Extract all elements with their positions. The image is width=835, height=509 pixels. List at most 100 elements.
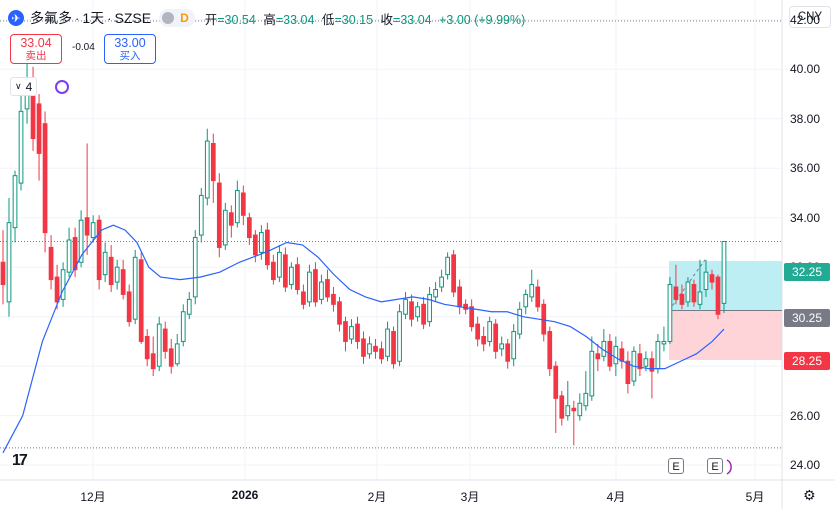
earnings-event-marker[interactable]: E xyxy=(668,458,684,474)
moving-average-line xyxy=(2,224,725,454)
candle-body xyxy=(433,288,438,298)
price-tick-label: 42.00 xyxy=(790,12,821,27)
change-value: +3.00 (+9.99%) xyxy=(439,12,526,27)
candle-body xyxy=(637,353,643,370)
buy-button[interactable]: 33.00 买入 xyxy=(104,34,156,64)
exchange-label: SZSE xyxy=(114,10,152,26)
symbol-logo-icon: ✈ xyxy=(8,10,24,26)
price-tick-label: 34.00 xyxy=(790,210,821,225)
candle-body xyxy=(138,259,144,342)
refresh-icon[interactable] xyxy=(55,79,70,94)
candle-body xyxy=(715,276,721,315)
candle-body xyxy=(307,271,312,303)
candle-body xyxy=(168,348,174,367)
candle-body xyxy=(289,266,294,286)
candle-body xyxy=(156,323,162,367)
candle-body xyxy=(343,321,348,342)
entry-price-label: 30.25 xyxy=(784,309,830,327)
candle-body xyxy=(102,251,108,276)
candle-body xyxy=(421,303,426,325)
candle-body xyxy=(457,286,462,308)
candle-body xyxy=(577,402,583,417)
candle-body xyxy=(174,343,180,365)
candle-body xyxy=(691,284,697,303)
symbol-name[interactable]: 多氟多 xyxy=(30,10,72,26)
sell-button[interactable]: 33.04 卖出 xyxy=(10,34,62,64)
candle-body xyxy=(283,254,288,288)
candle-body xyxy=(409,301,414,320)
candle-body xyxy=(349,326,354,340)
candle-body xyxy=(547,331,553,370)
candle-body xyxy=(523,293,529,308)
price-tick-label: 38.00 xyxy=(790,111,821,126)
candle-body xyxy=(108,256,114,286)
candle-body xyxy=(397,311,402,362)
candle-body xyxy=(42,123,48,234)
status-dot-icon xyxy=(162,12,175,24)
candle-body xyxy=(6,222,12,303)
candle-body xyxy=(595,353,601,360)
candle-body xyxy=(162,328,168,352)
candle-body xyxy=(649,358,655,372)
candle-body xyxy=(216,182,222,248)
candle-body xyxy=(619,348,625,362)
candle-body xyxy=(529,284,535,298)
candle-body xyxy=(222,209,228,246)
candle-body xyxy=(667,284,673,342)
candle-body xyxy=(625,360,631,385)
candle-body xyxy=(319,281,324,300)
candle-body xyxy=(367,343,372,355)
time-tick-label: 5月 xyxy=(745,490,765,504)
time-tick-label: 2月 xyxy=(367,490,387,504)
candle-body xyxy=(204,140,210,199)
candle-body xyxy=(114,266,120,283)
tradingview-logo[interactable]: 17 xyxy=(12,452,28,469)
candle-body xyxy=(685,281,691,303)
candle-body xyxy=(679,293,685,305)
market-status-toggle[interactable]: D xyxy=(159,9,195,27)
event-ring-icon xyxy=(726,459,732,475)
candle-body xyxy=(240,192,246,216)
candle-body xyxy=(144,335,150,360)
interval-label: 1天 xyxy=(82,10,105,26)
candle-body xyxy=(84,217,90,236)
candle-body xyxy=(379,348,384,360)
candle-body xyxy=(258,232,264,253)
candle-body xyxy=(246,217,252,239)
candle-body xyxy=(18,110,24,184)
indicator-count: 4 xyxy=(25,79,33,94)
candle-body xyxy=(150,353,156,370)
candle-body xyxy=(535,286,541,308)
candle-body xyxy=(583,392,589,407)
price-tick-label: 24.00 xyxy=(790,458,821,473)
earnings-event-marker[interactable]: E xyxy=(707,458,723,474)
candle-body xyxy=(228,212,234,226)
candle-body xyxy=(271,261,276,281)
candle-body xyxy=(210,143,216,182)
candle-body xyxy=(132,256,138,320)
candle-body xyxy=(553,365,559,399)
currency-selector[interactable]: CNY xyxy=(789,6,831,28)
indicator-toggle-button[interactable]: ∨ 4 xyxy=(10,77,38,96)
time-tick-label: 2026 xyxy=(231,488,259,502)
candle-body xyxy=(505,343,511,362)
data-delay-badge: D xyxy=(180,11,189,25)
candle-body xyxy=(475,323,481,340)
stop-price-label: 28.25 xyxy=(784,352,830,370)
gear-icon[interactable]: ⚙ xyxy=(803,487,816,503)
candle-body xyxy=(643,358,649,367)
candle-body xyxy=(331,293,336,305)
candle-body xyxy=(385,328,390,357)
separator: · xyxy=(107,10,112,26)
candle-body xyxy=(198,194,204,236)
candle-body xyxy=(12,175,18,229)
candle-body xyxy=(337,301,342,325)
candle-body xyxy=(655,340,661,370)
time-tick-label: 12月 xyxy=(80,490,106,504)
time-tick-label: 3月 xyxy=(460,490,480,504)
candle-body xyxy=(709,274,715,283)
candle-body xyxy=(565,405,571,417)
candle-body xyxy=(192,237,198,298)
loss-zone xyxy=(669,310,782,360)
